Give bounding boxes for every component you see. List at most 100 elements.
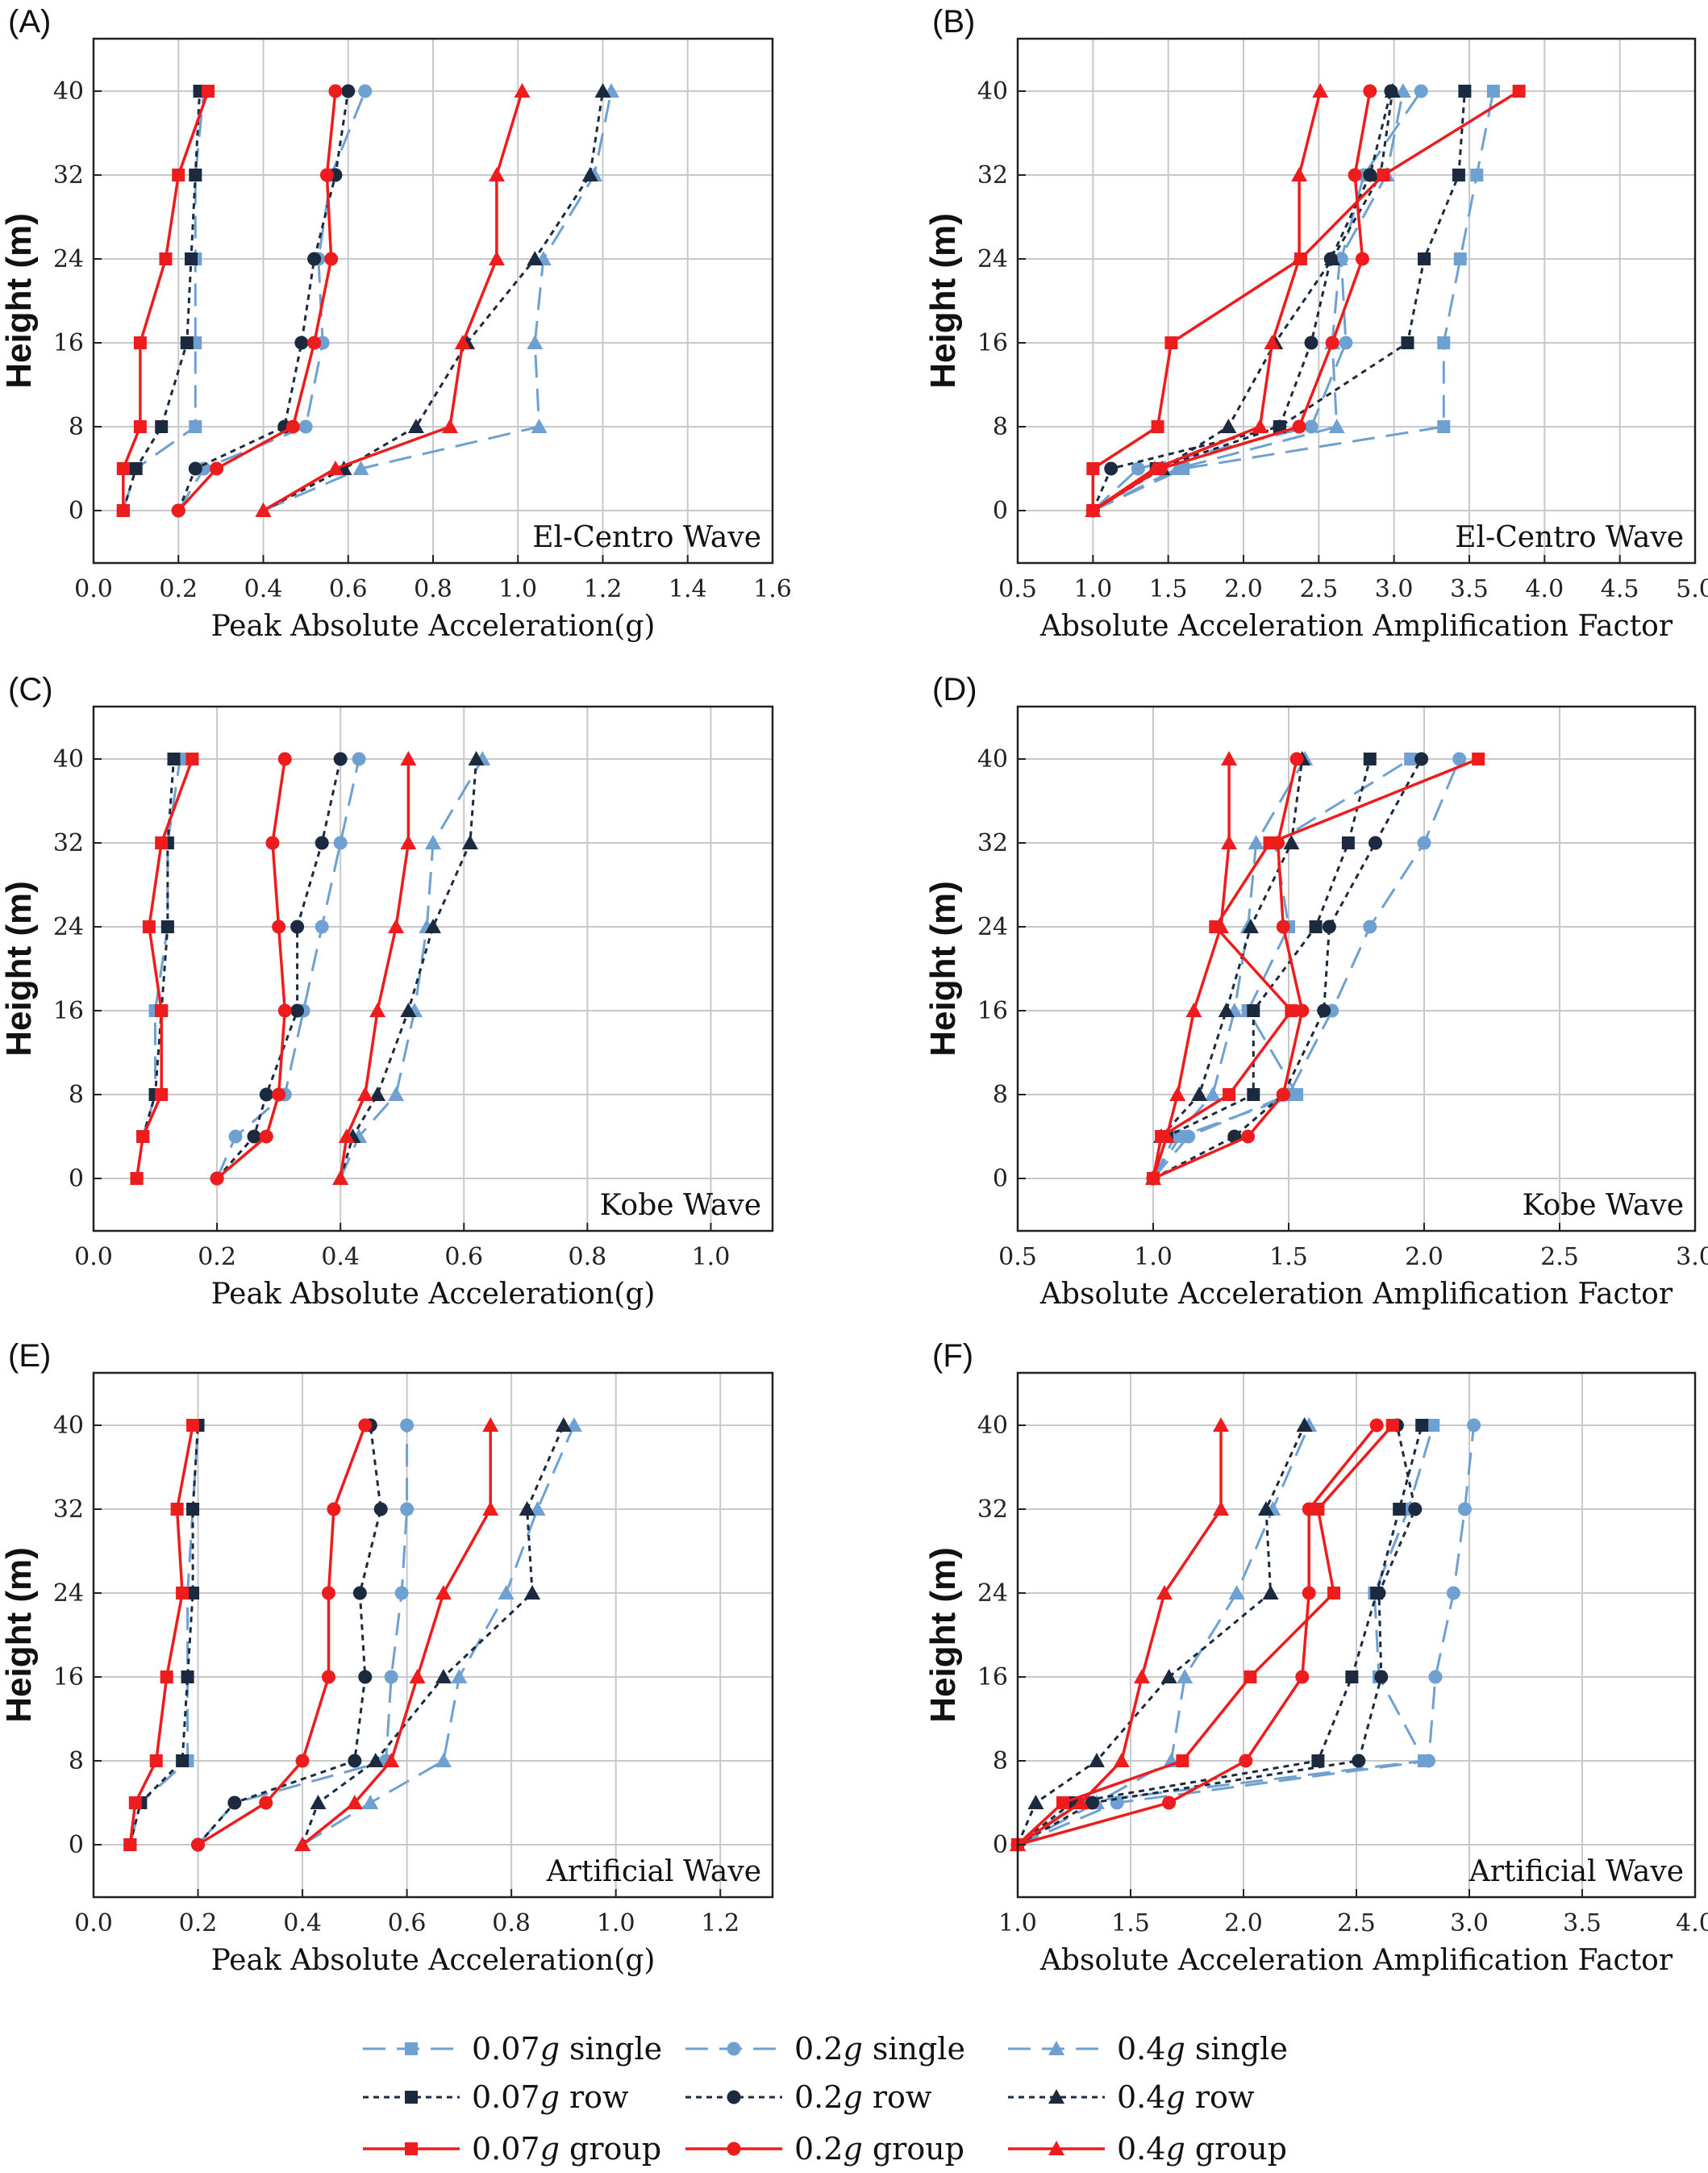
x-tick-label: 1.0	[597, 1909, 635, 1937]
x-tick-label: 4.0	[1676, 1909, 1708, 1937]
data-point	[1393, 1503, 1406, 1516]
data-point	[531, 419, 548, 433]
series-line-g07	[128, 1424, 194, 1846]
data-point	[1302, 1586, 1316, 1600]
x-tick-label: 1.5	[1111, 1909, 1150, 1937]
x-tick-label: 2.5	[1540, 1243, 1579, 1271]
data-point	[1418, 252, 1431, 265]
series-g4	[1145, 751, 1238, 1185]
data-point	[400, 751, 417, 765]
y-tick-label: 32	[977, 161, 1008, 190]
data-point	[1453, 252, 1467, 265]
gridlines	[1018, 39, 1695, 563]
data-point	[295, 1754, 310, 1768]
series-g07	[130, 753, 199, 1185]
plot-frame	[1016, 37, 1697, 565]
legend-marker	[405, 2091, 418, 2104]
series-s4	[332, 751, 491, 1185]
data-point	[1467, 1418, 1481, 1433]
data-point	[277, 752, 292, 766]
data-point	[1363, 84, 1377, 98]
data-point	[1384, 83, 1401, 98]
data-point	[1146, 461, 1163, 475]
data-point	[1213, 919, 1229, 933]
data-point	[1327, 1587, 1340, 1600]
data-point	[1296, 1417, 1313, 1432]
data-point	[321, 1586, 335, 1600]
data-point	[1295, 1670, 1310, 1684]
data-point	[1248, 835, 1264, 849]
data-point	[1181, 1129, 1196, 1144]
data-point	[1204, 1086, 1221, 1101]
chart-panel-d: 0.5 1.0 1.5 2.0 2.5 3.0 0 8 16 24 32 40 Absolute Acc…	[923, 672, 1708, 1311]
data-point	[332, 1170, 349, 1185]
series-line-r07	[1092, 90, 1466, 512]
y-axis-label: Height (m)	[923, 213, 963, 389]
data-point	[188, 461, 202, 476]
data-point	[468, 751, 485, 765]
data-point	[255, 503, 272, 517]
series-line-r2	[1017, 1424, 1417, 1846]
panel-label: (B)	[932, 4, 975, 40]
series-line-s2	[177, 90, 367, 511]
legend-item-g4: 0.4g group	[1008, 2131, 1287, 2167]
series-line-s07	[1092, 90, 1495, 512]
x-tick-label: 1.4	[669, 575, 707, 603]
series-line-s4	[302, 1424, 576, 1846]
data-point	[285, 419, 300, 434]
data-point	[555, 1417, 572, 1432]
data-point	[1352, 1754, 1366, 1768]
series-s07	[123, 1419, 205, 1851]
data-point	[1372, 1586, 1386, 1600]
data-point	[482, 1417, 499, 1432]
data-point	[1408, 1502, 1423, 1516]
x-tick-label: 2.0	[1224, 1909, 1263, 1937]
data-point	[400, 1418, 415, 1433]
data-point	[155, 420, 169, 433]
y-tick-label: 0	[69, 497, 84, 525]
data-point	[358, 1670, 373, 1684]
legend-label: 0.07g row	[472, 2079, 629, 2115]
panel-label: (E)	[8, 1338, 51, 1374]
data-point	[400, 1003, 417, 1017]
data-point	[202, 85, 215, 98]
series-r2	[1085, 84, 1398, 518]
data-point	[1169, 1086, 1186, 1101]
series-line-s2	[1152, 758, 1461, 1179]
x-tick-label: 3.5	[1450, 575, 1489, 603]
series-line-r4	[1016, 1424, 1306, 1846]
series-line-r2	[215, 758, 342, 1179]
data-point	[319, 168, 334, 182]
data-point	[1437, 336, 1451, 349]
data-point	[191, 1837, 206, 1852]
data-point	[352, 1586, 367, 1600]
data-point	[1328, 419, 1345, 433]
series-line-s2	[215, 758, 360, 1179]
data-point	[259, 1129, 273, 1144]
y-tick-label: 16	[977, 329, 1008, 357]
data-point	[172, 169, 185, 181]
data-point	[1252, 419, 1269, 433]
data-point	[1134, 1669, 1150, 1683]
data-point	[1486, 85, 1500, 98]
series-g07	[123, 1419, 200, 1851]
legend-marker	[727, 2042, 741, 2056]
data-point	[180, 336, 194, 349]
data-point	[338, 1128, 355, 1143]
data-point	[130, 1172, 144, 1185]
y-tick-label: 0	[993, 497, 1008, 525]
y-tick-label: 24	[53, 1579, 84, 1608]
wave-annotation: Kobe Wave	[600, 1189, 761, 1222]
series-line-g2	[1092, 90, 1372, 512]
plot-frame	[1016, 705, 1697, 1232]
series-line-r07	[122, 90, 202, 511]
data-point	[498, 1585, 514, 1600]
data-point	[1289, 752, 1304, 766]
series-line-r07	[1152, 758, 1372, 1179]
legend-marker	[1048, 2089, 1064, 2104]
data-point	[186, 1419, 200, 1432]
data-point	[1242, 919, 1259, 933]
series-s2	[171, 84, 373, 518]
data-point	[527, 335, 544, 349]
data-point	[1355, 252, 1369, 266]
